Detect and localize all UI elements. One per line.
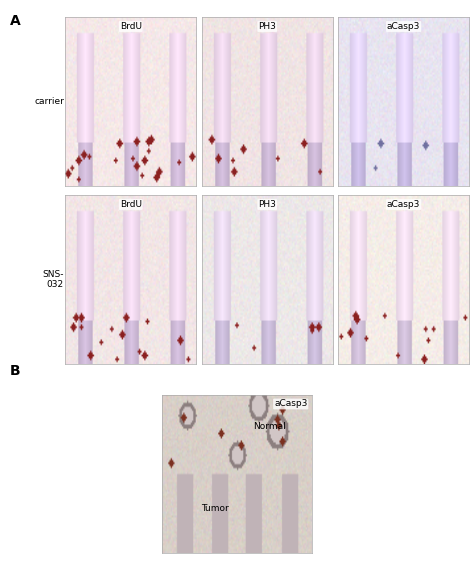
Text: aCasp3: aCasp3	[274, 399, 308, 408]
Text: SNS-
032: SNS- 032	[43, 270, 64, 289]
Text: B: B	[9, 364, 20, 378]
Text: aCasp3: aCasp3	[387, 200, 420, 209]
Text: carrier: carrier	[34, 97, 64, 106]
Text: PH3: PH3	[258, 22, 276, 31]
Text: Normal: Normal	[254, 422, 286, 431]
Text: A: A	[9, 14, 20, 28]
Text: PH3: PH3	[258, 200, 276, 209]
Text: BrdU: BrdU	[120, 22, 142, 31]
Text: aCasp3: aCasp3	[387, 22, 420, 31]
Text: BrdU: BrdU	[120, 200, 142, 209]
Text: Tumor: Tumor	[201, 504, 228, 513]
